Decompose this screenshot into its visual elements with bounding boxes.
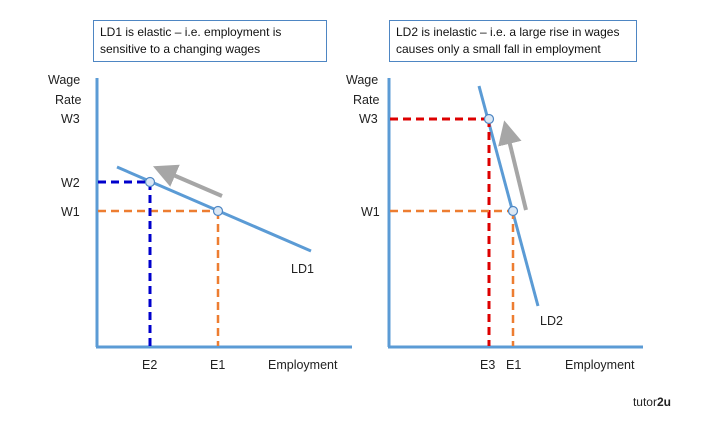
right-explanation-text: LD2 is inelastic – i.e. a large rise in … (396, 25, 620, 56)
ld2-label: LD2 (540, 314, 563, 328)
right-tick-w3: W3 (359, 112, 378, 126)
right-movement-arrow (498, 120, 528, 211)
right-x-axis-title: Employment (565, 358, 635, 372)
right-point-w1-e1 (507, 205, 519, 217)
left-y-axis-title-1: Wage (48, 73, 80, 87)
right-tick-w1: W1 (361, 205, 380, 219)
right-y-axis-title-2: Rate (353, 93, 379, 107)
left-explanation-text: LD1 is elastic – i.e. employment is sens… (100, 25, 282, 56)
left-y-axis-title-2: Rate (55, 93, 81, 107)
left-tick-e2: E2 (142, 358, 157, 372)
left-chart: Wage Rate W3 W2 W1 E2 E1 Employment LD1 (48, 73, 352, 372)
right-tick-e1: E1 (506, 358, 521, 372)
left-tick-w2: W2 (61, 176, 80, 190)
left-movement-arrow (152, 164, 223, 198)
left-explanation-box: LD1 is elastic – i.e. employment is sens… (93, 20, 327, 62)
left-x-axis-title: Employment (268, 358, 338, 372)
right-tick-e3: E3 (480, 358, 495, 372)
left-point-w2-e2 (144, 176, 156, 188)
left-point-w1-e1 (212, 205, 224, 217)
left-tick-w1: W1 (61, 205, 80, 219)
right-point-w3-e3 (483, 113, 495, 125)
brand-prefix: tutor (632, 395, 657, 409)
right-y-axis-title-1: Wage (346, 73, 378, 87)
ld1-label: LD1 (291, 262, 314, 276)
left-tick-e1: E1 (210, 358, 225, 372)
left-tick-w3: W3 (61, 112, 80, 126)
brand-suffix: 2u (656, 395, 671, 409)
right-explanation-box: LD2 is inelastic – i.e. a large rise in … (389, 20, 637, 62)
right-chart: Wage Rate W3 W1 E3 E1 Employment LD2 (346, 73, 643, 372)
tutor2u-logo: tutor2u (633, 395, 671, 409)
